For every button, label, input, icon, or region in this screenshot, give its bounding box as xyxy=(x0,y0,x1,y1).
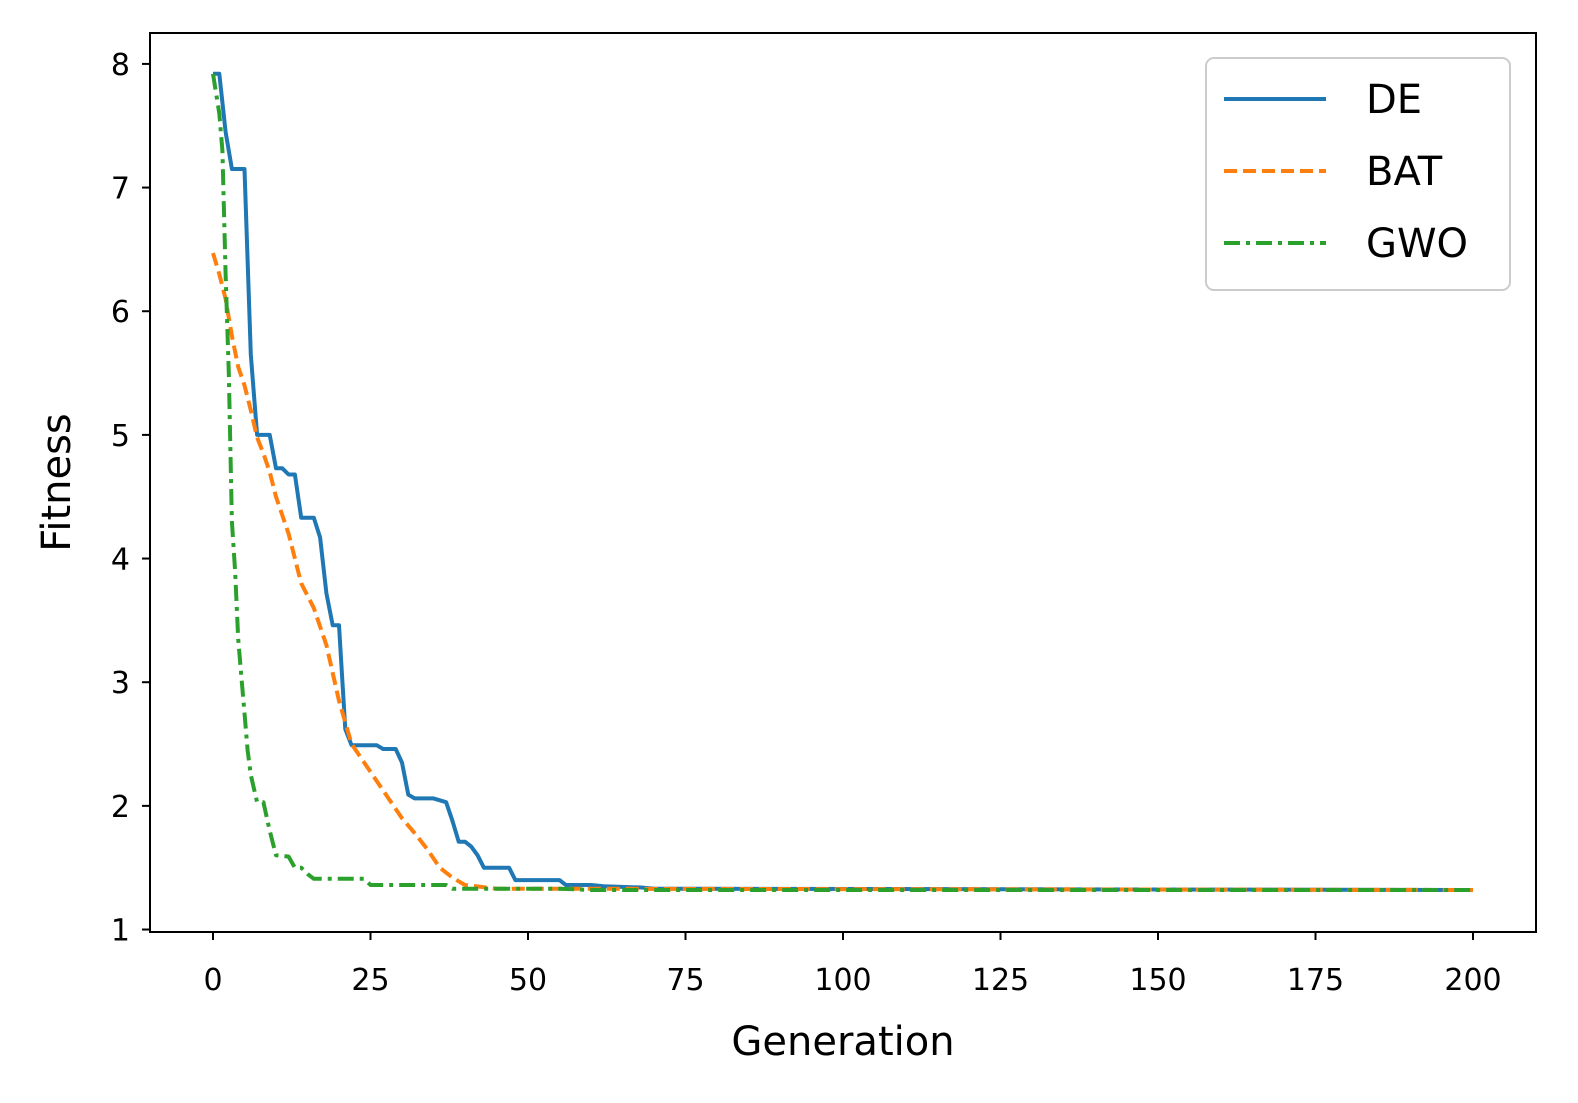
x-tick-label: 100 xyxy=(814,963,871,998)
y-tick-label: 2 xyxy=(111,790,130,825)
y-tick-label: 4 xyxy=(111,543,130,578)
series-line-de xyxy=(213,71,1467,892)
x-tick-label: 75 xyxy=(666,963,704,998)
x-tick-label: 200 xyxy=(1444,963,1501,998)
x-tick-label: 25 xyxy=(351,963,389,998)
y-tick-label: 7 xyxy=(111,172,130,207)
x-tick-label: 50 xyxy=(509,963,547,998)
x-axis: 0 25 50 75 100 125 150 175 200 xyxy=(203,932,1502,998)
legend-entry-de: DE xyxy=(1224,77,1422,123)
legend-entry-bat: BAT xyxy=(1224,149,1443,195)
y-tick-label: 3 xyxy=(111,666,130,701)
y-axis-label: Fitness xyxy=(34,413,80,552)
x-tick-label: 150 xyxy=(1129,963,1186,998)
x-axis-label: Generation xyxy=(731,1019,954,1065)
legend-label-de: DE xyxy=(1366,77,1422,123)
x-tick-label: 0 xyxy=(203,963,222,998)
x-tick-label: 125 xyxy=(972,963,1029,998)
y-axis: 1 2 3 4 5 6 7 8 xyxy=(111,48,150,949)
series-layer xyxy=(211,71,1474,892)
legend-box xyxy=(1205,57,1511,291)
legend-label-bat: BAT xyxy=(1366,149,1443,195)
y-tick-label: 5 xyxy=(111,419,130,454)
series-line-gwo xyxy=(211,73,1473,892)
y-tick-label: 1 xyxy=(111,914,130,949)
legend: DE BAT GWO xyxy=(1205,57,1511,291)
series-line-bat xyxy=(211,252,1474,892)
y-tick-label: 6 xyxy=(111,295,130,330)
x-tick-label: 175 xyxy=(1287,963,1344,998)
y-tick-label: 8 xyxy=(111,48,130,83)
legend-label-gwo: GWO xyxy=(1366,221,1468,267)
legend-entry-gwo: GWO xyxy=(1224,221,1468,267)
